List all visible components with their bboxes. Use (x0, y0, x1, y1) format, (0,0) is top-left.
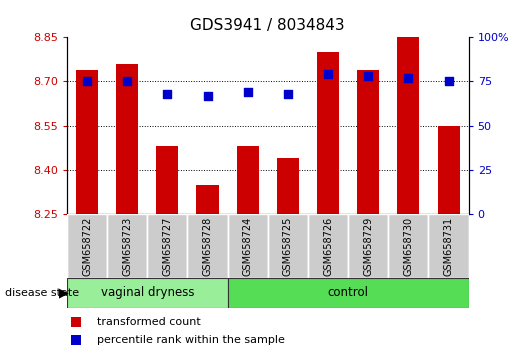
Bar (228, 278, 469, 308)
Bar (187, 214, 228, 278)
Text: GSM658725: GSM658725 (283, 216, 293, 276)
Text: GSM658722: GSM658722 (82, 216, 92, 276)
Point (364, 73, 372, 79)
Bar (357, 70, 379, 214)
Text: GSM658729: GSM658729 (363, 216, 373, 276)
Text: GSM658728: GSM658728 (202, 216, 213, 276)
Bar (438, 126, 459, 214)
Bar (428, 214, 469, 278)
Text: GSM658730: GSM658730 (403, 216, 414, 276)
Point (284, 91, 292, 97)
Bar (157, 146, 178, 214)
Text: GSM658726: GSM658726 (323, 216, 333, 276)
Bar (71, 318, 81, 327)
Text: vaginal dryness: vaginal dryness (100, 286, 194, 299)
Bar (71, 335, 81, 345)
Bar (67, 214, 107, 278)
Bar (76, 70, 98, 214)
Point (123, 79, 131, 84)
Text: GSM658724: GSM658724 (243, 216, 253, 276)
Point (444, 79, 453, 84)
Point (244, 89, 252, 95)
Bar (147, 214, 187, 278)
Bar (197, 185, 218, 214)
Point (163, 91, 171, 97)
Text: GSM658731: GSM658731 (443, 216, 454, 276)
Text: ▶: ▶ (59, 287, 68, 299)
Text: GSM658723: GSM658723 (122, 216, 132, 276)
Bar (277, 158, 299, 214)
Bar (237, 146, 259, 214)
Bar (116, 64, 138, 214)
Bar (398, 37, 419, 214)
Bar (388, 214, 428, 278)
Text: GSM658727: GSM658727 (162, 216, 173, 276)
Text: percentile rank within the sample: percentile rank within the sample (97, 335, 285, 345)
Bar (348, 214, 388, 278)
Text: control: control (328, 286, 369, 299)
Bar (317, 52, 339, 214)
Point (404, 75, 413, 81)
Bar (67, 278, 228, 308)
Title: GDS3941 / 8034843: GDS3941 / 8034843 (191, 18, 345, 33)
Bar (107, 214, 147, 278)
Bar (308, 214, 348, 278)
Point (324, 72, 332, 77)
Point (83, 79, 91, 84)
Bar (228, 214, 268, 278)
Text: transformed count: transformed count (97, 318, 201, 327)
Bar (268, 214, 308, 278)
Point (203, 93, 212, 98)
Text: disease state: disease state (5, 288, 79, 298)
